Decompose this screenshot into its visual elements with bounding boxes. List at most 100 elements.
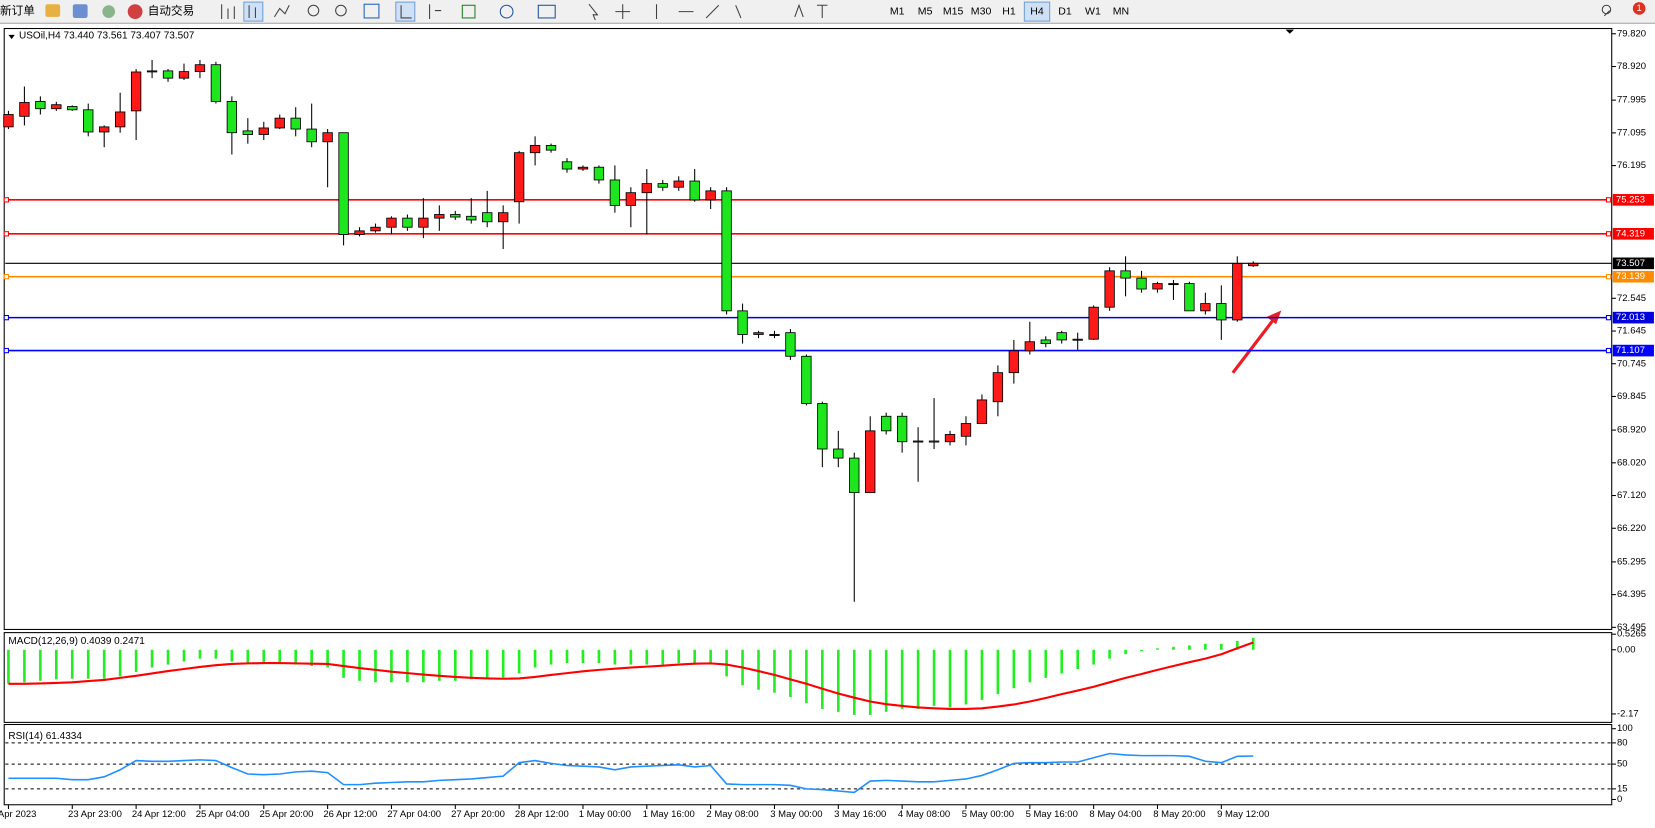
y-tick-label: 64.395 [1617,589,1646,600]
icon[interactable] [400,5,412,19]
candle-body [258,127,269,135]
x-tick-label: 25 Apr 04:00 [196,809,250,820]
icon[interactable] [273,5,290,18]
timeframe-button[interactable]: M1 [890,5,905,17]
main-panel [3,27,1613,630]
x-tick-label: 9 May 12:00 [1217,809,1269,820]
y-tick-label: 100 [1617,723,1633,734]
candle-body [960,423,972,437]
icon[interactable] [499,4,514,19]
timeframe-button[interactable]: W1 [1085,5,1101,17]
draw-tools[interactable] [655,4,742,20]
candle-body [1248,262,1259,267]
x-tick-label: 1 May 16:00 [643,809,695,820]
x-tick-label: 2 May 08:00 [706,809,758,820]
price-label: 71.107 [1616,345,1645,356]
icon[interactable] [363,3,380,19]
y-tick-label: 72.545 [1617,293,1646,304]
x-tick-label: 26 Apr 12:00 [323,809,377,820]
timeframe-button[interactable]: MN [1113,5,1129,17]
text-tools[interactable] [794,3,828,18]
candle-body [753,332,764,335]
candle-body [609,179,621,206]
candle-body [817,403,828,450]
x-tick-label: 8 May 04:00 [1089,809,1141,820]
crosshair-tool[interactable] [615,4,631,20]
candle-body [162,70,174,79]
notification-badge[interactable] [1632,2,1646,15]
price-label-bg [1612,227,1654,240]
candle-body [625,192,637,206]
candle-body [1136,277,1147,290]
y-tick-label: 77.995 [1617,95,1646,106]
notification-count: 1 [1637,3,1642,14]
candle-body [1040,339,1051,344]
new-order-button[interactable]: 新订单 [0,4,35,18]
icon[interactable] [72,4,88,18]
x-tick-label: 21 Apr 2023 [0,809,36,820]
candle-body [721,190,732,312]
timeframe-button[interactable]: H4 [1030,5,1044,17]
price-label-bg [1612,311,1654,324]
timeframe-button[interactable]: D1 [1058,5,1072,17]
timeframe-button[interactable]: M15 [943,5,964,17]
price-label-bg [1612,257,1654,270]
candle-body [705,190,716,201]
icon[interactable] [335,4,347,17]
candle-body [306,128,317,143]
icon[interactable] [429,4,442,20]
cursor-tool[interactable] [588,3,599,21]
panel-title: RSI(14) 61.4334 [8,731,82,742]
timeframe-button[interactable]: H1 [1002,5,1016,17]
timeframe-bar: M1 M5 M15 M30 H1 H4 D1 W1 MN [890,1,1129,22]
candle-body [992,372,1004,403]
line-handle [3,347,9,354]
candle-body [402,217,413,228]
timeframe-button[interactable]: M30 [971,5,992,17]
candle-body [801,355,812,404]
y-tick-label: 65.295 [1617,556,1646,567]
line-handle [3,274,9,280]
auto-trading-icon[interactable] [127,4,143,20]
candle-body [226,100,238,134]
price-label: 73.507 [1616,258,1645,269]
icon[interactable] [45,4,61,17]
icon[interactable] [307,4,320,17]
candle-body [1232,263,1243,321]
timeframe-active [1023,1,1051,22]
candle-body [1056,332,1067,341]
y-tick-label: 66.220 [1617,523,1646,534]
candle-body [370,226,381,232]
y-tick-label: -2.17 [1617,708,1639,719]
search-icon[interactable] [1601,4,1612,17]
y-tick-label: 70.745 [1617,358,1646,369]
candle-body [944,434,956,443]
candle-body [912,440,924,443]
candle-body [976,399,988,424]
line-handle [3,197,9,203]
candle-body [99,126,110,133]
timeframe-button[interactable]: M5 [918,5,933,17]
icon[interactable] [461,4,476,19]
rsi-panel [3,723,1613,806]
auto-trading-button[interactable]: 自动交易 [148,4,194,18]
price-label-bg [1612,270,1654,283]
icon[interactable] [248,5,256,18]
line-handle [1605,231,1612,237]
candle-body [466,215,477,221]
candle-body [1024,341,1035,352]
icon-active[interactable] [243,1,264,22]
icon[interactable] [537,4,556,19]
y-tick-label: 63.495 [1617,622,1646,633]
candle-body [386,217,397,228]
candle-body [689,180,700,201]
x-tick-label: 4 May 08:00 [898,809,950,820]
icon[interactable] [102,5,116,18]
candle-body [146,70,158,73]
price-label-bg [1612,194,1654,206]
candle-body [896,415,908,443]
candle-body [641,183,652,194]
icon[interactable] [221,4,235,20]
candle-body [83,109,94,133]
